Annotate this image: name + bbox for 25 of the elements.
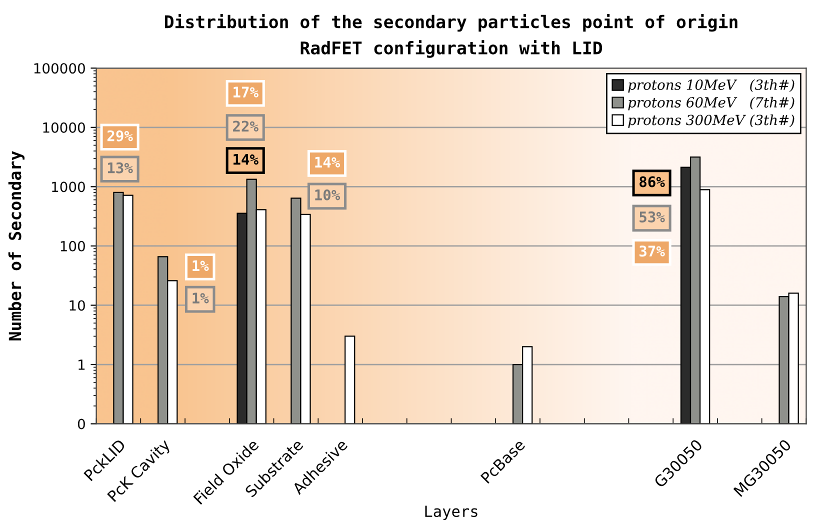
annotation: 1% [192, 292, 209, 304]
y-axis-title: Number of Secondary [8, 151, 24, 340]
annotation: 22% [233, 120, 258, 132]
annotation: 37% [640, 246, 665, 257]
legend-label: protons 10MeV (3th#) [628, 79, 794, 93]
y-tick-label: 100000 [34, 63, 85, 74]
legend-label: protons 60MeV (7th#) [628, 96, 794, 110]
y-tick-label: 0 [78, 418, 85, 430]
y-tick-label: 10000 [43, 122, 85, 133]
y-tick-label: 100 [60, 240, 85, 252]
annotation: 17% [234, 86, 258, 98]
annotation: 86% [640, 176, 665, 188]
annotation: 29% [107, 130, 133, 142]
chart-title: Distribution of the secondary particles point of origin RadFET configuration with LID [164, 14, 738, 58]
annotation: 10% [315, 189, 340, 200]
annotation: 53% [640, 211, 665, 222]
legend-label: protons 300MeV (3th#) [628, 114, 794, 128]
y-tick-label: 1 [78, 360, 85, 370]
annotation: 1% [192, 260, 209, 271]
annotation: 13% [108, 162, 133, 174]
y-tick-label: 1000 [52, 182, 85, 192]
annotation: 14% [234, 154, 258, 165]
annotation: 14% [315, 156, 340, 168]
x-axis-title: Layers [425, 506, 478, 520]
y-tick-label: 10 [70, 300, 85, 311]
